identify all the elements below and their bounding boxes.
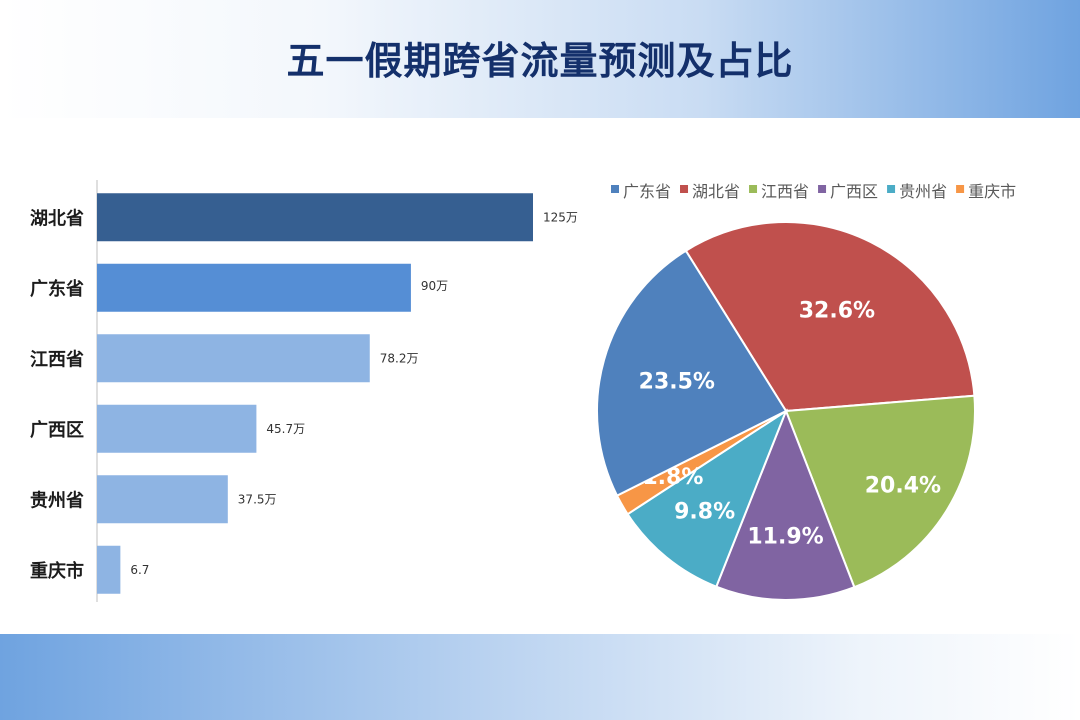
bar-4 — [97, 404, 257, 453]
bar-2 — [97, 263, 411, 312]
pie-value-label: 9.8% — [674, 499, 735, 524]
legend-label: 广东省 — [623, 182, 671, 201]
bar-5 — [97, 475, 228, 524]
bar-category-label: 重庆市 — [30, 560, 84, 582]
bar-value-label: 90万 — [421, 279, 448, 293]
bar-value-label: 125万 — [543, 210, 578, 224]
pie-value-label: 20.4% — [865, 473, 941, 498]
pie-slice-2 — [684, 221, 976, 413]
bar-category-label: 广西区 — [30, 419, 84, 441]
bar-category-label: 湖北省 — [30, 207, 84, 229]
legend-swatch — [956, 185, 965, 193]
legend-swatch — [818, 185, 827, 193]
pie-slice-3 — [784, 394, 976, 589]
bar-6 — [97, 545, 121, 594]
bar-3 — [97, 334, 370, 383]
legend-label: 贵州省 — [899, 182, 947, 201]
legend-swatch — [887, 185, 896, 193]
legend-swatch — [611, 185, 619, 193]
bar-value-label: 78.2万 — [380, 351, 419, 365]
bar-1 — [97, 193, 533, 242]
legend-label: 重庆市 — [968, 182, 1016, 201]
pie-slice-5 — [626, 408, 789, 588]
legend-swatch — [749, 185, 758, 193]
page-title: 五一假期跨省流量预测及占比 — [286, 39, 794, 83]
bar-value-label: 37.5万 — [238, 492, 277, 506]
bar-category-label: 广东省 — [30, 278, 84, 300]
legend-label: 江西省 — [761, 182, 809, 201]
pie-slice-4 — [715, 408, 856, 601]
legend-label: 湖北省 — [692, 182, 740, 201]
pie-slice-1 — [596, 249, 788, 497]
pie-value-label: 23.5% — [639, 369, 715, 394]
header-band — [0, 0, 1080, 118]
footer-band — [0, 634, 1080, 720]
pie-value-label: 32.6% — [799, 299, 875, 324]
pie-value-label: 11.9% — [747, 525, 823, 550]
legend-label: 广西区 — [830, 182, 878, 201]
bar-value-label: 45.7万 — [266, 422, 305, 436]
pie-chart: 32.6%20.4%11.9%9.8%1.8%23.5% — [596, 221, 976, 601]
bar-category-label: 江西省 — [30, 348, 84, 370]
legend-swatch — [680, 185, 689, 193]
bar-value-label: 6.7 — [130, 563, 149, 577]
pie-legend: 广东省 湖北省 江西省 广西区 贵州省 重庆市 — [611, 182, 1016, 201]
bar-category-label: 贵州省 — [30, 489, 84, 511]
